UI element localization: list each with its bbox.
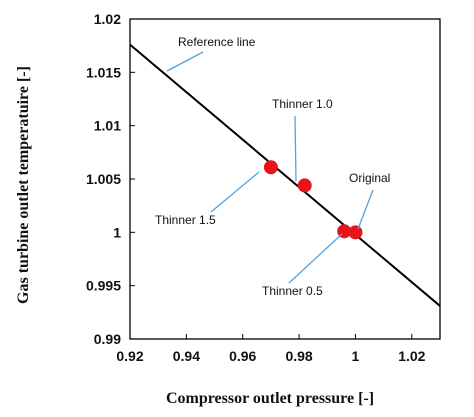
y-tick-label: 1.015 [86, 64, 121, 80]
x-tick-label: 1 [352, 348, 360, 364]
annotation-reference-line: Reference line [178, 35, 256, 49]
annotations: Reference line Thinner 1.0 Original Thin… [155, 35, 390, 298]
x-tick-label: 0.96 [229, 348, 256, 364]
annotation-thinner-1-0: Thinner 1.0 [272, 97, 333, 111]
annotation-thinner-1-5: Thinner 1.5 [155, 213, 216, 227]
reference-line [129, 43, 441, 307]
leader-reference-line [166, 51, 204, 72]
tick-marks [129, 18, 413, 340]
x-axis-label: Compressor outlet pressure [-] [166, 390, 374, 407]
leader-thinner-1-5 [210, 171, 260, 213]
leader-original [357, 189, 374, 230]
x-tick-label: 0.98 [285, 348, 312, 364]
annotation-thinner-0-5: Thinner 0.5 [262, 284, 323, 298]
data-point-thinner-1-5 [263, 160, 278, 175]
data-point-original [348, 225, 363, 240]
leader-thinner-0-5 [288, 233, 343, 284]
x-tick-labels: 0.92 0.94 0.96 0.98 1 1.02 [116, 348, 425, 364]
data-point-thinner-1-0 [297, 178, 312, 193]
annotation-leaders [166, 51, 374, 284]
y-tick-label: 0.99 [94, 331, 121, 347]
annotation-original: Original [349, 171, 390, 185]
x-tick-label: 0.92 [116, 348, 143, 364]
y-tick-label: 1.01 [94, 118, 121, 134]
y-tick-label: 1.005 [86, 171, 121, 187]
plot-area: 0.92 0.94 0.96 0.98 1 1.02 0.99 0.995 1 1.005 1.0… [86, 11, 441, 364]
y-axis-label: Gas turbine outlet temperatuire [-] [15, 66, 32, 304]
y-tick-label: 0.995 [86, 278, 121, 294]
x-tick-label: 1.02 [398, 348, 425, 364]
y-tick-labels: 0.99 0.995 1 1.005 1.01 1.015 1.02 [86, 11, 121, 347]
leader-thinner-1-0 [294, 115, 297, 182]
y-tick-label: 1 [113, 224, 121, 240]
y-tick-label: 1.02 [94, 11, 121, 27]
x-tick-label: 0.94 [173, 348, 200, 364]
